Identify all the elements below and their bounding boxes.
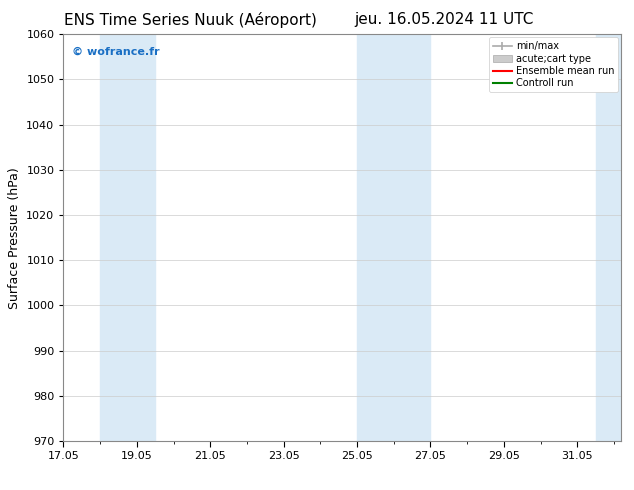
Bar [595,34,632,441]
Bar [357,34,430,441]
Y-axis label: Surface Pressure (hPa): Surface Pressure (hPa) [8,167,21,309]
Bar [100,34,155,441]
Text: jeu. 16.05.2024 11 UTC: jeu. 16.05.2024 11 UTC [354,12,533,27]
Text: © wofrance.fr: © wofrance.fr [72,47,159,56]
Text: ENS Time Series Nuuk (Aéroport): ENS Time Series Nuuk (Aéroport) [64,12,316,28]
Legend: min/max, acute;cart type, Ensemble mean run, Controll run: min/max, acute;cart type, Ensemble mean … [489,37,618,92]
